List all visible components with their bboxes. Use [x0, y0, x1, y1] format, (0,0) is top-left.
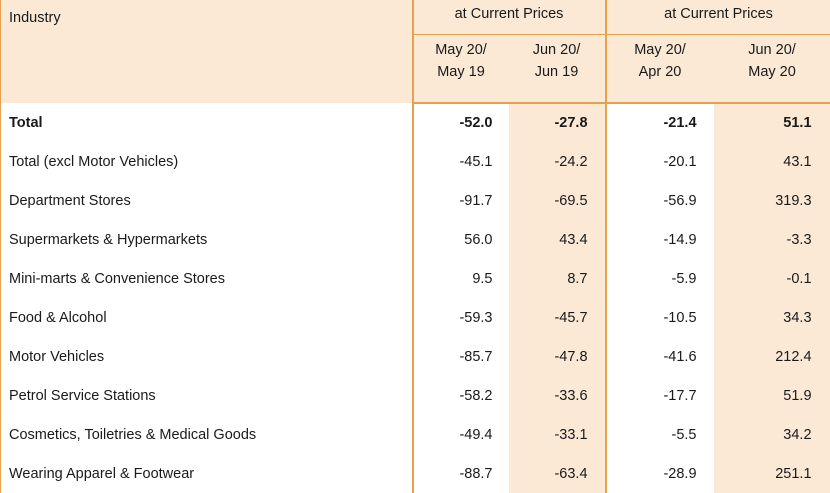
table-row: Mini-marts & Convenience Stores 9.5 8.7 … [1, 259, 830, 298]
cell-value: -49.4 [413, 415, 509, 454]
cell-value: 212.4 [714, 337, 830, 376]
col-header-line: Jun 20/ [509, 39, 605, 61]
cell-value: -41.6 [606, 337, 714, 376]
cell-value: 34.3 [714, 298, 830, 337]
cell-value: -33.1 [509, 415, 606, 454]
cell-value: 251.1 [714, 454, 830, 493]
cell-value: 8.7 [509, 259, 606, 298]
cell-value: -85.7 [413, 337, 509, 376]
cell-value: -88.7 [413, 454, 509, 493]
col-header-line: May 20/ [607, 39, 714, 61]
cell-value: -28.9 [606, 454, 714, 493]
cell-value: -33.6 [509, 376, 606, 415]
cell-value: -52.0 [413, 103, 509, 142]
col-header-line: May 19 [414, 61, 509, 83]
col-header-line: Jun 20/ [714, 39, 830, 61]
row-industry: Department Stores [1, 181, 413, 220]
row-industry: Cosmetics, Toiletries & Medical Goods [1, 415, 413, 454]
row-industry: Food & Alcohol [1, 298, 413, 337]
cell-value: -45.7 [509, 298, 606, 337]
cell-value: 56.0 [413, 220, 509, 259]
cell-value: -45.1 [413, 142, 509, 181]
table-row: Total (excl Motor Vehicles) -45.1 -24.2 … [1, 142, 830, 181]
header-row-groups: Industry at Current Prices at Current Pr… [1, 0, 830, 35]
cell-value: -91.7 [413, 181, 509, 220]
col-header-may20-may19: May 20/ May 19 [413, 35, 509, 104]
cell-value: -69.5 [509, 181, 606, 220]
cell-value: -63.4 [509, 454, 606, 493]
col-header-line: Jun 19 [509, 61, 605, 83]
cell-value: 43.4 [509, 220, 606, 259]
cell-value: -21.4 [606, 103, 714, 142]
cell-value: 43.1 [714, 142, 830, 181]
col-header-line: Apr 20 [607, 61, 714, 83]
col-header-line: May 20/ [414, 39, 509, 61]
table-row: Motor Vehicles -85.7 -47.8 -41.6 212.4 [1, 337, 830, 376]
cell-value: -58.2 [413, 376, 509, 415]
table-row: Department Stores -91.7 -69.5 -56.9 319.… [1, 181, 830, 220]
table-row: Petrol Service Stations -58.2 -33.6 -17.… [1, 376, 830, 415]
col-header-may20-apr20: May 20/ Apr 20 [606, 35, 714, 104]
cell-value: -20.1 [606, 142, 714, 181]
cell-value: 51.9 [714, 376, 830, 415]
cell-value: 9.5 [413, 259, 509, 298]
group-header-2: at Current Prices [606, 0, 830, 35]
cell-value: -5.9 [606, 259, 714, 298]
cell-value: -3.3 [714, 220, 830, 259]
row-industry: Total [1, 103, 413, 142]
cell-value: -14.9 [606, 220, 714, 259]
row-industry: Petrol Service Stations [1, 376, 413, 415]
cell-value: 34.2 [714, 415, 830, 454]
cell-value: -24.2 [509, 142, 606, 181]
cell-value: 319.3 [714, 181, 830, 220]
row-industry: Total (excl Motor Vehicles) [1, 142, 413, 181]
cell-value: -56.9 [606, 181, 714, 220]
cell-value: 51.1 [714, 103, 830, 142]
col-header-jun20-jun19: Jun 20/ Jun 19 [509, 35, 606, 104]
table-row: Wearing Apparel & Footwear -88.7 -63.4 -… [1, 454, 830, 493]
row-industry: Mini-marts & Convenience Stores [1, 259, 413, 298]
table-row: Food & Alcohol -59.3 -45.7 -10.5 34.3 [1, 298, 830, 337]
industry-header: Industry [1, 0, 413, 103]
cell-value: -47.8 [509, 337, 606, 376]
cell-value: -5.5 [606, 415, 714, 454]
row-industry: Wearing Apparel & Footwear [1, 454, 413, 493]
table-row: Supermarkets & Hypermarkets 56.0 43.4 -1… [1, 220, 830, 259]
table-row: Cosmetics, Toiletries & Medical Goods -4… [1, 415, 830, 454]
row-industry: Motor Vehicles [1, 337, 413, 376]
col-header-jun20-may20: Jun 20/ May 20 [714, 35, 830, 104]
cell-value: -0.1 [714, 259, 830, 298]
cell-value: -59.3 [413, 298, 509, 337]
col-header-line: May 20 [714, 61, 830, 83]
cell-value: -10.5 [606, 298, 714, 337]
table-row-total: Total -52.0 -27.8 -21.4 51.1 [1, 103, 830, 142]
group-header-1: at Current Prices [413, 0, 606, 35]
cell-value: -17.7 [606, 376, 714, 415]
row-industry: Supermarkets & Hypermarkets [1, 220, 413, 259]
cell-value: -27.8 [509, 103, 606, 142]
